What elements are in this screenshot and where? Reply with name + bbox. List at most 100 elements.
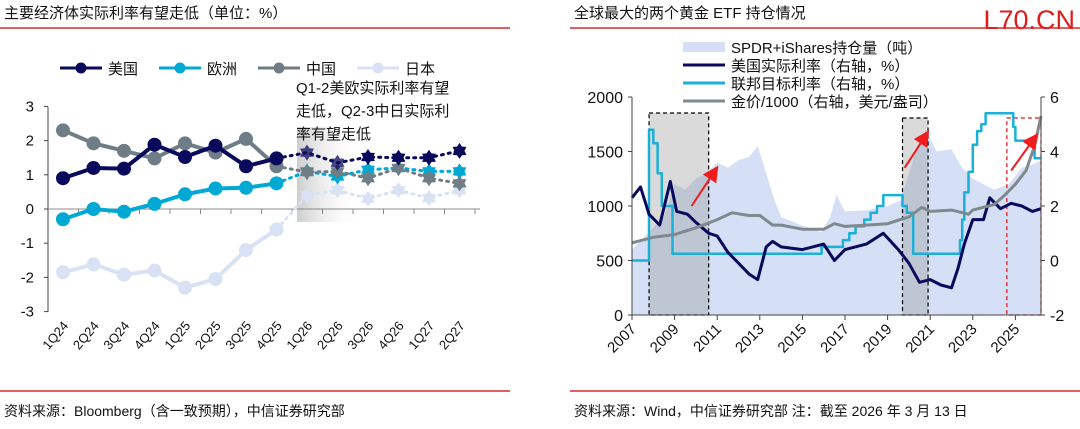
y-tick-label: -1 (21, 235, 34, 252)
etf-holdings-area (632, 129, 1041, 315)
left-chart-title: 主要经济体实际利率有望走低（单位：%） (4, 5, 287, 22)
data-point-us (178, 150, 192, 165)
gold-price-line (631, 115, 1043, 245)
left-y-tick-label: 500 (596, 254, 623, 271)
forecast-point-us (452, 142, 467, 159)
data-point-jp (117, 267, 131, 282)
x-tick-label: 2Q26 (314, 318, 346, 352)
annotation-line: Q1-2美欧实际利率有望 (296, 80, 449, 97)
legend-label-eu: 欧洲 (207, 61, 237, 78)
right-source: 资料来源：Wind，中信证券研究部 注：截至 2026 年 3 月 13 日 (574, 403, 968, 419)
trend-arrow (1010, 132, 1039, 172)
forecast-point-cn (361, 170, 375, 187)
legend-label: 美国实际利率（右轴，%） (731, 58, 909, 75)
right-y-tick-label: -2 (1050, 308, 1064, 325)
right-y-tick-label: 4 (1050, 145, 1059, 162)
data-point-cn (86, 136, 101, 151)
forecast-point-eu (452, 163, 467, 180)
x-tick-label: 2023 (945, 321, 981, 357)
legend-swatch (683, 42, 725, 52)
x-tick-label: 1Q26 (283, 318, 315, 352)
x-tick-label: 2013 (732, 321, 768, 357)
legend-label: 金价/1000（右轴，美元/盎司） (731, 94, 938, 111)
left-y-tick-label: 1500 (587, 145, 623, 162)
x-tick-label: 2Q24 (70, 318, 102, 352)
x-tick-label: 2015 (775, 321, 811, 357)
y-tick-label: -2 (21, 269, 34, 286)
right-y-tick-label: 2 (1050, 199, 1059, 216)
right-y-tick-label: 0 (1050, 254, 1059, 271)
x-tick-label: 2025 (988, 321, 1024, 357)
left-chart: 3210-1-2-31Q242Q243Q244Q241Q252Q253Q254Q… (21, 61, 480, 352)
data-point-eu (147, 196, 162, 211)
x-tick-label: 4Q24 (131, 318, 163, 352)
legend-marker-cn (273, 62, 285, 74)
left-source: 资料来源：Bloomberg（含一致预期），中信证券研究部 (4, 403, 345, 419)
y-tick-label: 0 (26, 201, 34, 218)
forecast-point-cn (391, 160, 406, 176)
data-point-eu (56, 212, 70, 227)
right-chart-title: 全球最大的两个黄金 ETF 持仓情况 (574, 4, 806, 22)
data-point-cn (178, 136, 192, 151)
data-point-us (269, 151, 284, 166)
legend-label: SPDR+iShares持仓量（吨） (731, 40, 922, 57)
forecast-point-eu (361, 161, 375, 178)
data-point-cn (147, 151, 162, 166)
fed-target-rate-line (632, 112, 1041, 262)
data-point-cn (239, 131, 253, 146)
trend-arrow (690, 165, 719, 207)
x-tick-label: 3Q24 (100, 318, 132, 352)
data-point-jp (147, 263, 162, 278)
forecast-point-us (330, 154, 345, 171)
y-tick-label: 3 (26, 98, 34, 115)
forecast-point-jp (300, 187, 314, 204)
left-y-tick-label: 2000 (587, 90, 623, 107)
forecast-point-jp (330, 182, 345, 199)
forecast-point-us (300, 144, 314, 161)
data-point-us (147, 137, 162, 152)
forecast-point-us (422, 149, 436, 166)
watermark: L70.CN (983, 5, 1075, 35)
us-real-rate-line (630, 180, 1042, 290)
data-point-us (56, 171, 70, 186)
x-tick-label: 4Q25 (253, 318, 285, 352)
legend-marker-us (75, 62, 87, 74)
data-point-jp (239, 243, 253, 258)
data-point-eu (178, 187, 192, 202)
legend-label-us: 美国 (108, 61, 138, 78)
forecast-point-cn (422, 170, 436, 187)
left-y-tick-label: 1000 (587, 199, 623, 216)
legend-label-jp: 日本 (405, 61, 435, 78)
data-point-jp (178, 280, 192, 295)
annotation-line: 率有望走低 (296, 126, 371, 143)
data-point-us (86, 160, 101, 175)
data-point-jp (269, 222, 284, 237)
y-tick-label: 2 (26, 133, 34, 150)
legend-marker-jp (372, 62, 384, 74)
x-tick-label: 2011 (690, 321, 725, 356)
x-tick-label: 2Q27 (436, 318, 468, 352)
x-tick-label: 2007 (604, 321, 640, 357)
right-y-tick-label: 6 (1050, 90, 1059, 107)
x-tick-label: 1Q24 (39, 318, 71, 352)
y-tick-label: 1 (26, 167, 34, 184)
data-point-eu (117, 204, 131, 219)
data-point-eu (269, 176, 284, 191)
x-tick-label: 1Q27 (405, 318, 437, 352)
forecast-point-jp (361, 190, 375, 207)
x-tick-label: 1Q25 (161, 318, 193, 352)
forecast-point-cn (452, 175, 467, 192)
forecast-point-cn (300, 164, 314, 181)
legend-label-cn: 中国 (306, 61, 336, 78)
left-y-tick-label: 0 (614, 308, 623, 325)
x-tick-label: 3Q26 (344, 318, 376, 352)
forecast-point-jp (391, 182, 406, 199)
data-point-jp (208, 272, 223, 287)
data-point-cn (117, 143, 131, 158)
x-tick-label: 4Q26 (375, 318, 407, 352)
x-tick-label: 2Q25 (192, 318, 224, 352)
y-tick-label: -3 (21, 304, 34, 321)
